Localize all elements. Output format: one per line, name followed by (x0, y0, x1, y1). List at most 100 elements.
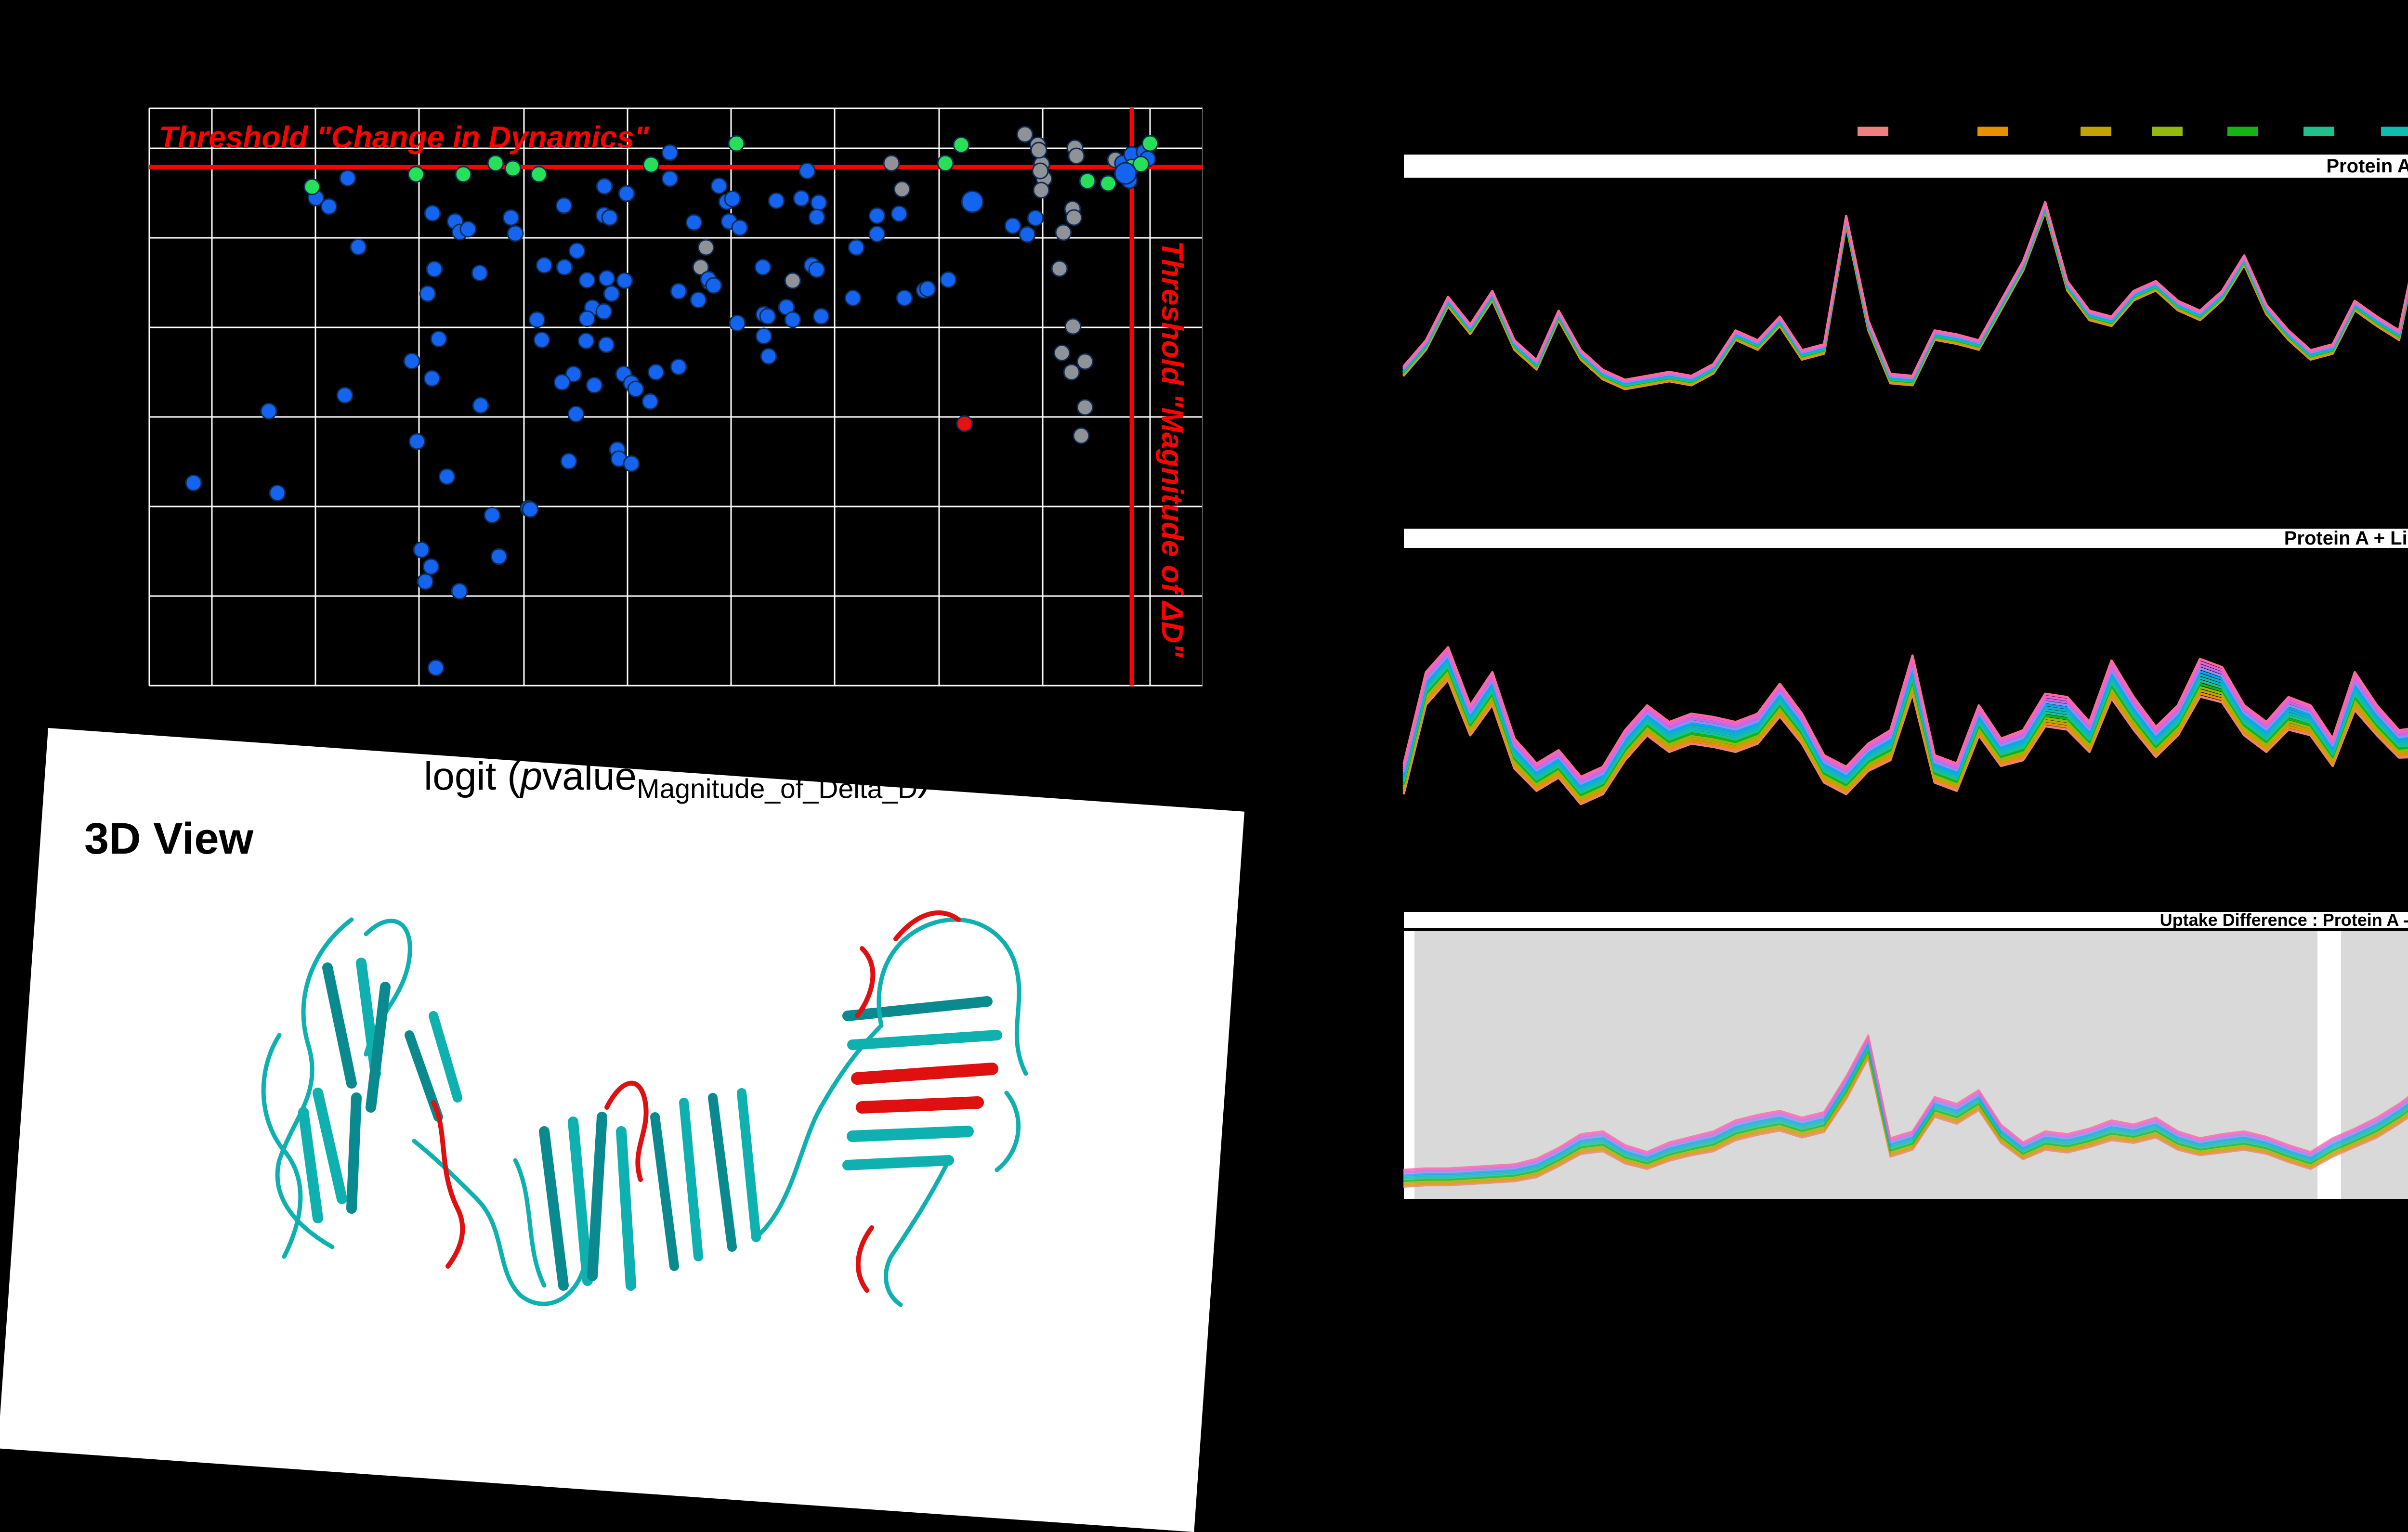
scatter-point-beyond-magnitude-threshold[interactable] (1063, 364, 1080, 381)
scatter-point-not-significant[interactable] (784, 311, 801, 328)
uptake-curve[interactable] (1403, 1036, 2408, 1188)
scatter-point-not-significant[interactable] (422, 558, 440, 575)
scatter-point-beyond-magnitude-threshold[interactable] (784, 272, 801, 289)
scatter-point-not-significant[interactable] (419, 285, 436, 302)
scatter-point-not-significant[interactable] (808, 208, 825, 226)
legend-swatch-timepoint-7[interactable] (2381, 127, 2408, 136)
scatter-point-not-significant[interactable] (754, 259, 772, 276)
scatter-point-not-significant[interactable] (424, 205, 441, 222)
uptake-curve[interactable] (1403, 1046, 2408, 1195)
scatter-point-above-dynamics-threshold[interactable] (455, 166, 472, 183)
scatter-point-not-significant[interactable] (940, 271, 957, 288)
scatter-point-not-significant[interactable] (618, 185, 635, 202)
scatter-point-beyond-magnitude-threshold[interactable] (883, 155, 900, 172)
scatter-point-not-significant[interactable] (320, 198, 338, 215)
legend-swatch-timepoint-6[interactable] (2303, 127, 2334, 136)
uptake-curve[interactable] (1403, 1044, 2408, 1194)
uptake-curve[interactable] (1403, 1055, 2408, 1202)
scatter-point-not-significant[interactable] (502, 209, 520, 226)
scatter-point-not-significant[interactable] (553, 374, 571, 391)
scatter-point-beyond-magnitude-threshold[interactable] (1030, 142, 1047, 159)
uptake-curve[interactable] (1403, 1034, 2408, 1186)
scatter-point-not-significant[interactable] (601, 209, 618, 226)
uptake-curve[interactable] (1402, 645, 2408, 785)
scatter-point-not-significant[interactable] (350, 238, 367, 256)
uptake-line-charts[interactable] (0, 0, 2408, 1308)
legend-swatch-timepoint-2[interactable] (1977, 127, 2008, 136)
scatter-point-not-significant[interactable] (793, 190, 810, 207)
uptake-curve[interactable] (1403, 1057, 2408, 1204)
scatter-point-above-dynamics-threshold[interactable] (1141, 135, 1159, 152)
scatter-point-not-significant[interactable] (868, 207, 886, 224)
scatter-point-not-significant[interactable] (269, 484, 286, 502)
scatter-point-beyond-magnitude-threshold[interactable] (1065, 209, 1083, 226)
scatter-point-not-significant[interactable] (731, 219, 748, 236)
scatter-point-not-significant[interactable] (459, 221, 477, 238)
scatter-point-above-dynamics-threshold[interactable] (953, 136, 970, 154)
uptake-curve[interactable] (1402, 636, 2408, 780)
scatter-point-not-significant[interactable] (490, 548, 508, 565)
uptake-curve[interactable] (1402, 665, 2408, 794)
legend-swatch-timepoint-4[interactable] (2152, 127, 2183, 136)
volcano-plot[interactable] (0, 0, 2408, 1308)
uptake-curve[interactable] (1402, 201, 2408, 381)
scatter-point-not-significant[interactable] (623, 455, 640, 472)
scatter-point-not-significant[interactable] (1004, 217, 1021, 234)
scatter-point-not-significant[interactable] (555, 197, 573, 214)
scatter-point-not-significant[interactable] (578, 272, 596, 289)
scatter-point-not-significant[interactable] (596, 178, 613, 195)
scatter-point-beyond-magnitude-threshold[interactable] (692, 259, 709, 276)
scatter-point-not-significant[interactable] (586, 377, 603, 394)
protein-ribbon-graphic[interactable] (207, 891, 1055, 1308)
scatter-point-significant[interactable] (956, 415, 973, 432)
scatter-point-not-significant[interactable] (661, 144, 679, 161)
scatter-point-not-significant[interactable] (759, 308, 776, 325)
scatter-point-not-significant[interactable] (710, 177, 728, 195)
scatter-point-beyond-magnitude-threshold[interactable] (1076, 353, 1094, 370)
scatter-point-big-blue[interactable] (1114, 162, 1137, 185)
uptake-curve[interactable] (1403, 1048, 2408, 1196)
scatter-point-beyond-magnitude-threshold[interactable] (893, 181, 911, 198)
scatter-point-not-significant[interactable] (403, 352, 420, 370)
scatter-point-beyond-magnitude-threshold[interactable] (1068, 147, 1085, 165)
scatter-point-not-significant[interactable] (185, 474, 202, 492)
scatter-point-above-dynamics-threshold[interactable] (1079, 172, 1096, 190)
scatter-point-not-significant[interactable] (808, 261, 825, 278)
scatter-point-not-significant[interactable] (598, 336, 615, 353)
scatter-point-beyond-magnitude-threshold[interactable] (1033, 182, 1050, 199)
scatter-point-beyond-magnitude-threshold[interactable] (1073, 427, 1090, 444)
scatter-point-not-significant[interactable] (471, 264, 488, 282)
uptake-curve[interactable] (1402, 208, 2408, 424)
legend-swatch-timepoint-3[interactable] (2081, 127, 2111, 136)
scatter-point-not-significant[interactable] (533, 331, 550, 349)
scatter-point-not-significant[interactable] (484, 506, 501, 524)
scatter-point-not-significant[interactable] (528, 311, 546, 328)
uptake-curve[interactable] (1402, 640, 2408, 783)
scatter-point-not-significant[interactable] (438, 468, 456, 485)
uptake-curve[interactable] (1402, 655, 2408, 790)
scatter-point-not-significant[interactable] (647, 364, 665, 381)
scatter-point-above-dynamics-threshold[interactable] (504, 160, 522, 177)
scatter-point-not-significant[interactable] (844, 289, 862, 307)
scatter-point-not-significant[interactable] (423, 370, 441, 387)
scatter-point-not-significant[interactable] (690, 291, 707, 309)
scatter-point-above-dynamics-threshold[interactable] (728, 135, 745, 152)
scatter-point-not-significant[interactable] (595, 303, 613, 320)
scatter-point-beyond-magnitude-threshold[interactable] (1032, 162, 1049, 180)
scatter-point-not-significant[interactable] (1027, 209, 1044, 227)
scatter-point-not-significant[interactable] (556, 259, 573, 276)
scatter-point-beyond-magnitude-threshold[interactable] (1051, 260, 1068, 277)
scatter-point-not-significant[interactable] (919, 280, 936, 298)
uptake-curve[interactable] (1403, 1050, 2408, 1198)
scatter-point-not-significant[interactable] (603, 285, 620, 302)
scatter-point-beyond-magnitude-threshold[interactable] (1016, 126, 1034, 143)
uptake-curve[interactable] (1402, 678, 2408, 805)
scatter-point-not-significant[interactable] (848, 239, 865, 256)
scatter-point-not-significant[interactable] (890, 205, 908, 222)
scatter-point-big-blue[interactable] (961, 190, 984, 213)
uptake-curve[interactable] (1403, 1040, 2408, 1191)
scatter-point-not-significant[interactable] (670, 358, 687, 376)
scatter-point-not-significant[interactable] (430, 330, 447, 348)
scatter-point-not-significant[interactable] (641, 393, 659, 410)
scatter-point-not-significant[interactable] (729, 314, 746, 332)
